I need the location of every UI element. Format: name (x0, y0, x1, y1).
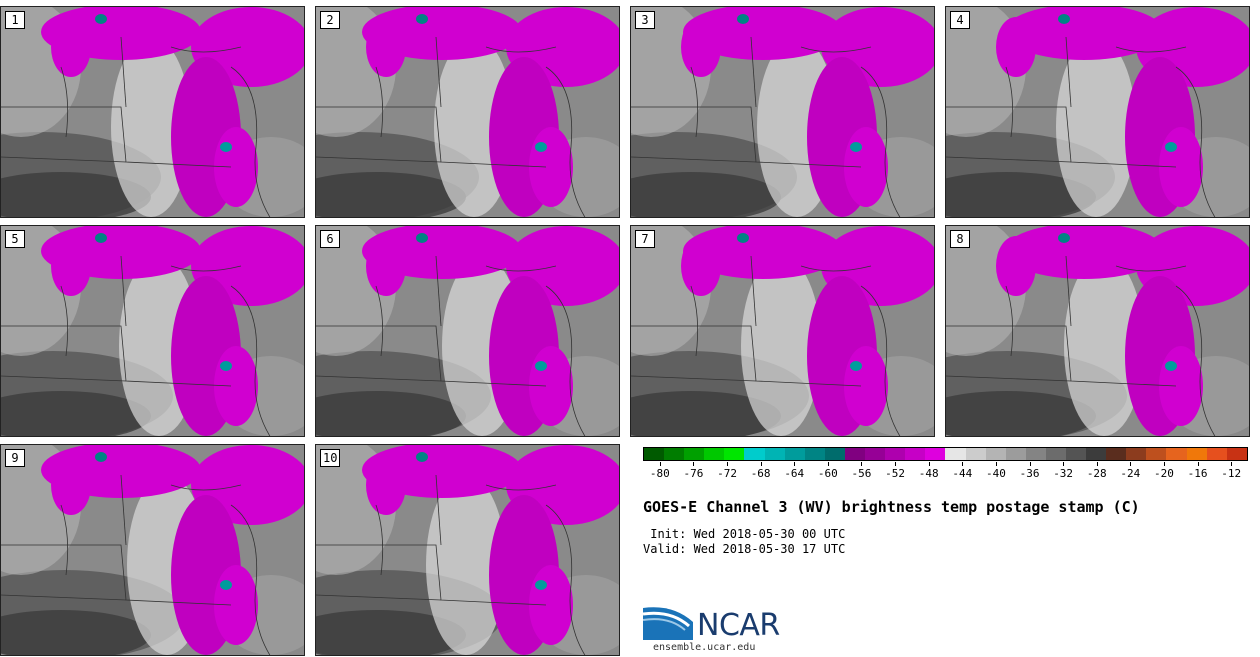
map-panel-2: 2 (315, 6, 620, 218)
colorbar-swatch (1106, 448, 1127, 460)
colorbar-swatch (1226, 448, 1247, 460)
colorbar-swatch (1166, 448, 1187, 460)
colorbar-tick-label: -12 (1221, 467, 1242, 480)
panel-number: 3 (635, 11, 655, 29)
colorbar-tick-mark (1197, 462, 1199, 466)
colorbar-tick-label: -28 (1086, 467, 1107, 480)
colorbar-swatch (824, 448, 845, 460)
map-panel-6: 6 (315, 225, 620, 437)
colorbar-swatch (1045, 448, 1066, 460)
colorbar-tick-mark (995, 462, 997, 466)
colorbar-swatch (965, 448, 986, 460)
panel-number: 2 (320, 11, 340, 29)
colorbar-tick-mark (1163, 462, 1165, 466)
panel-number: 8 (950, 230, 970, 248)
figure-title: GOES-E Channel 3 (WV) brightness temp po… (643, 498, 1140, 516)
map-panel-8: 8 (945, 225, 1250, 437)
colorbar-swatch (804, 448, 825, 460)
map-panel-7: 7 (630, 225, 935, 437)
colorbar-tick-mark (827, 462, 829, 466)
panel-number: 6 (320, 230, 340, 248)
colorbar-tick-mark (727, 462, 729, 466)
colorbar-tick-label: -40 (985, 467, 1006, 480)
init-time: Init: Wed 2018-05-30 00 UTC (643, 527, 846, 541)
logo-text: NCAR (697, 608, 780, 643)
valid-time: Valid: Wed 2018-05-30 17 UTC (643, 542, 846, 556)
colorbar-tick-label: -24 (1120, 467, 1141, 480)
colorbar-tick-label: -80 (649, 467, 670, 480)
map-panel-4: 4 (945, 6, 1250, 218)
colorbar-swatch (1186, 448, 1207, 460)
colorbar-tick-mark (659, 462, 661, 466)
map-panel-9: 9 (0, 444, 305, 656)
colorbar-swatch (684, 448, 705, 460)
colorbar-tick-label: -68 (750, 467, 771, 480)
colorbar-swatch (644, 448, 665, 460)
colorbar-swatch (905, 448, 926, 460)
colorbar-swatch (764, 448, 785, 460)
colorbar-swatch (1005, 448, 1026, 460)
colorbar-swatch (724, 448, 745, 460)
colorbar-tick-mark (895, 462, 897, 466)
colorbar-tick-label: -52 (885, 467, 906, 480)
map-panel-5: 5 (0, 225, 305, 437)
colorbar-tick-label: -32 (1053, 467, 1074, 480)
colorbar-tick-label: -44 (952, 467, 973, 480)
map-panel-3: 3 (630, 6, 935, 218)
colorbar-swatch (1126, 448, 1147, 460)
panel-number: 4 (950, 11, 970, 29)
colorbar-tick-mark (962, 462, 964, 466)
colorbar-tick-mark (928, 462, 930, 466)
colorbar-tick-label: -48 (918, 467, 939, 480)
colorbar-swatch (744, 448, 765, 460)
colorbar-tick-mark (1096, 462, 1098, 466)
colorbar (643, 447, 1248, 461)
colorbar-swatch (704, 448, 725, 460)
colorbar-tick-label: -60 (817, 467, 838, 480)
map-panel-10: 10 (315, 444, 620, 656)
colorbar-swatch (664, 448, 685, 460)
colorbar-tick-mark (760, 462, 762, 466)
colorbar-swatch (1025, 448, 1046, 460)
colorbar-tick-label: -64 (784, 467, 805, 480)
colorbar-tick-label: -72 (717, 467, 737, 480)
panel-number: 9 (5, 449, 25, 467)
colorbar-swatch (985, 448, 1006, 460)
colorbar-ticks: -80 -76 -72 -68 -64 -60 -56 -52 -48 -44 -40 -36 -32-… (643, 462, 1248, 482)
colorbar-swatch (1065, 448, 1087, 460)
colorbar-swatch (784, 448, 805, 460)
panel-number: 10 (320, 449, 341, 467)
panel-number: 1 (5, 11, 25, 29)
colorbar-tick-mark (1029, 462, 1031, 466)
logo-url: ensemble.ucar.edu (653, 642, 756, 653)
colorbar-swatch (865, 448, 886, 460)
colorbar-tick-label: -56 (851, 467, 872, 480)
ncar-logo-icon (643, 607, 693, 640)
map-panel-1: 1 (0, 6, 305, 218)
colorbar-tick-label: -16 (1187, 467, 1208, 480)
colorbar-tick-mark (1063, 462, 1065, 466)
colorbar-swatch (1206, 448, 1227, 460)
colorbar-tick-label: -76 (683, 467, 704, 480)
colorbar-tick-mark (1130, 462, 1132, 466)
colorbar-tick-label: -20 (1154, 467, 1174, 480)
colorbar-tick-mark (1231, 462, 1233, 466)
colorbar-swatch (945, 448, 966, 460)
colorbar-swatch (925, 448, 946, 460)
colorbar-tick-label: -36 (1019, 467, 1040, 480)
colorbar-swatch (1146, 448, 1167, 460)
colorbar-tick-mark (794, 462, 796, 466)
colorbar-tick-mark (693, 462, 695, 466)
colorbar-swatch (1086, 448, 1107, 460)
colorbar-tick-mark (861, 462, 863, 466)
panel-number: 5 (5, 230, 25, 248)
colorbar-swatch (885, 448, 906, 460)
panel-number: 7 (635, 230, 655, 248)
colorbar-swatch (844, 448, 866, 460)
